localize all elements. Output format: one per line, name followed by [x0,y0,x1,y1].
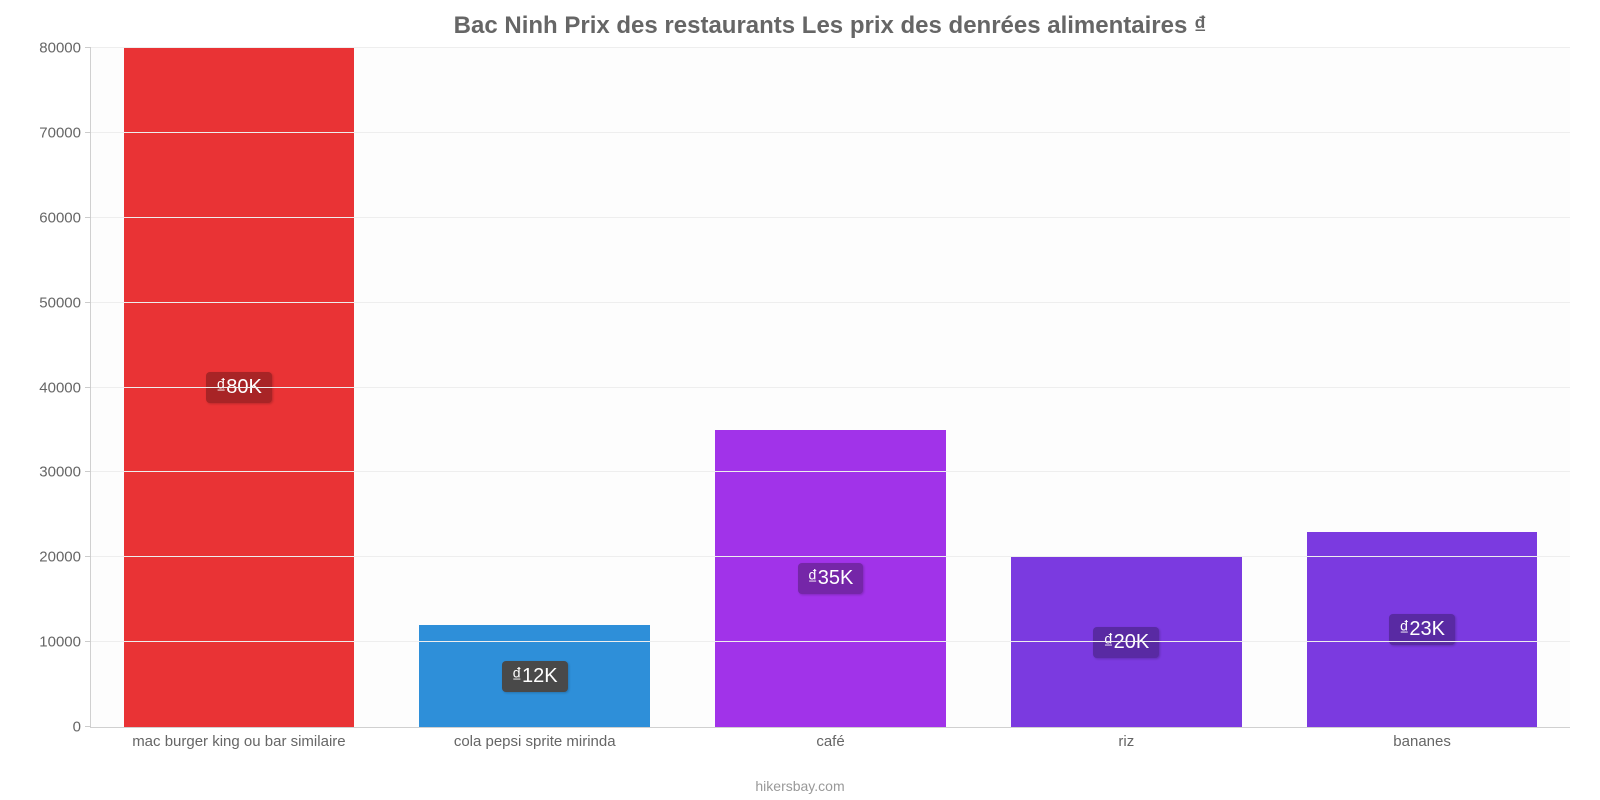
value-badge: ₫12K [502,661,568,692]
y-tick-label: 80000 [39,40,91,57]
bar-slot: ₫35K [683,48,979,727]
bar: ₫35K [715,430,946,727]
gridline [91,556,1570,557]
plot-area: ₫80K₫12K₫35K₫20K₫23K mac burger king ou … [90,48,1570,728]
y-tick-label: 30000 [39,464,91,481]
y-tick-label: 20000 [39,549,91,566]
value-badge: ₫20K [1093,627,1159,658]
chart-title: Bac Ninh Prix des restaurants Les prix d… [90,12,1570,40]
bar-slot: ₫23K [1274,48,1570,727]
gridline [91,641,1570,642]
bar: ₫23K [1307,532,1538,727]
y-tick-label: 0 [73,719,91,736]
bar-slot: ₫20K [978,48,1274,727]
bar: ₫20K [1011,557,1242,727]
bar: ₫80K [124,48,355,727]
gridline [91,387,1570,388]
value-badge: ₫80K [206,372,272,403]
y-tick-label: 10000 [39,634,91,651]
x-tick-label: bananes [1274,733,1570,750]
gridline [91,132,1570,133]
x-tick-label: riz [978,733,1274,750]
bars-row: ₫80K ₫12K ₫35K ₫20K ₫23K [91,48,1570,727]
x-tick-label: mac burger king ou bar similaire [91,733,387,750]
gridline [91,47,1570,48]
gridline [91,471,1570,472]
chart-container: Bac Ninh Prix des restaurants Les prix d… [0,0,1600,800]
bar-slot: ₫80K [91,48,387,727]
x-axis-labels: mac burger king ou bar similairecola pep… [91,733,1570,750]
y-tick-label: 50000 [39,294,91,311]
y-tick-label: 60000 [39,209,91,226]
y-tick-label: 70000 [39,124,91,141]
x-tick-label: cola pepsi sprite mirinda [387,733,683,750]
gridline [91,302,1570,303]
gridline [91,217,1570,218]
y-tick-label: 40000 [39,379,91,396]
value-badge: ₫35K [798,563,864,594]
attribution-text: hikersbay.com [0,778,1600,794]
x-tick-label: café [683,733,979,750]
bar-slot: ₫12K [387,48,683,727]
